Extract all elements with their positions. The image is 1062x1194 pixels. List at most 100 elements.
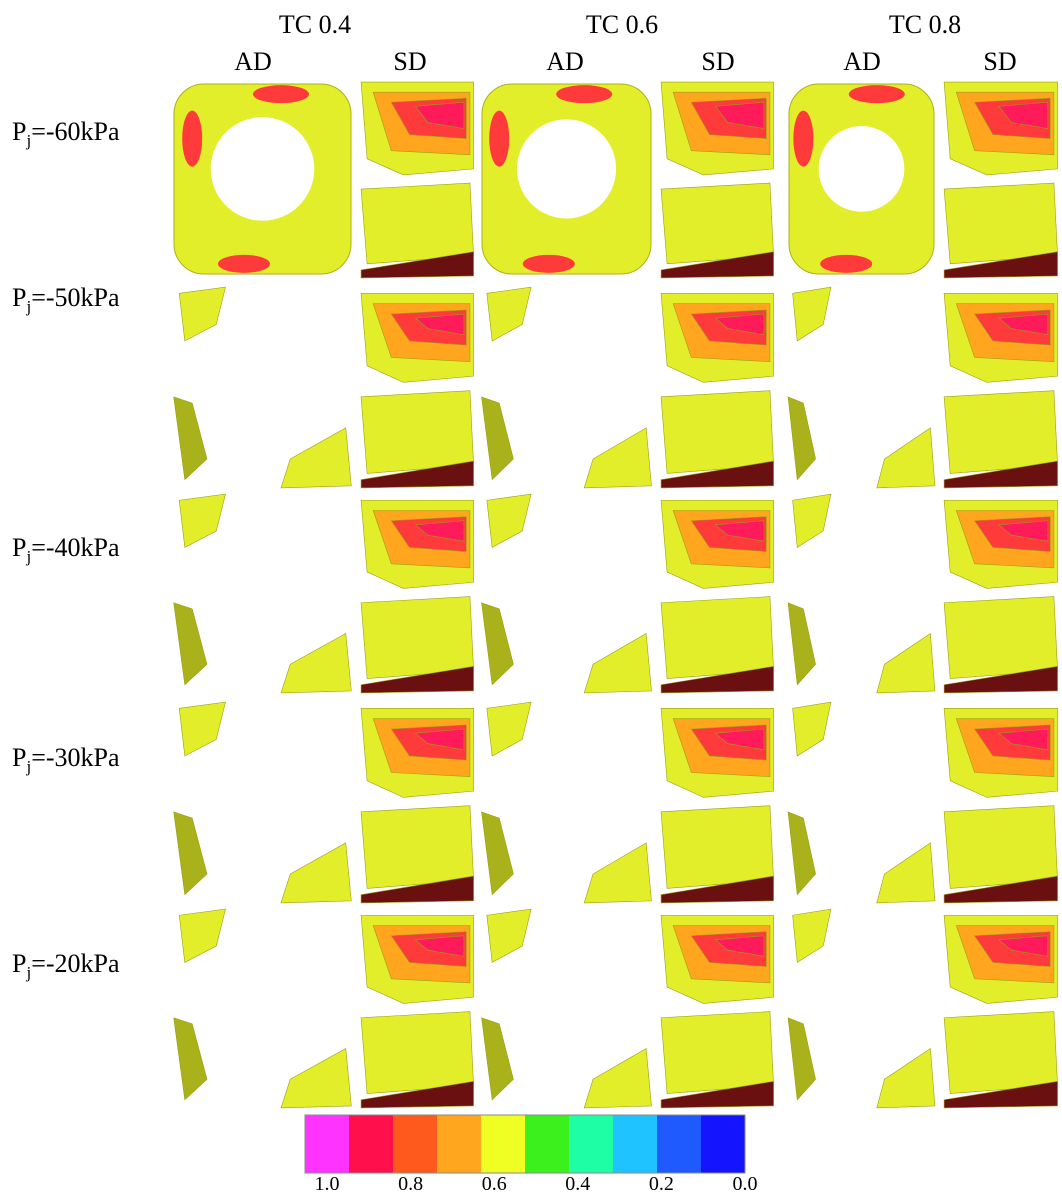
column-group-title: TC 0.4 bbox=[279, 10, 351, 39]
contour-blob bbox=[218, 255, 270, 273]
contour-blob bbox=[661, 806, 774, 889]
contour-blob bbox=[877, 634, 935, 693]
contour-blob bbox=[281, 428, 351, 488]
contour-blob bbox=[877, 843, 935, 903]
contour-blob bbox=[584, 634, 651, 693]
colorbar-segment bbox=[525, 1115, 570, 1173]
contour-blob bbox=[174, 603, 207, 685]
contour-blob bbox=[482, 812, 514, 895]
contour-blob bbox=[877, 428, 935, 488]
colorbar-segment bbox=[349, 1115, 394, 1173]
colorbar-tick-label: 0.4 bbox=[565, 1173, 590, 1194]
contour-blob bbox=[661, 1012, 774, 1094]
contour-blob bbox=[482, 1018, 514, 1100]
column-group-title: TC 0.6 bbox=[586, 10, 658, 39]
row-label-base: P bbox=[12, 743, 26, 772]
contour-blob bbox=[788, 603, 816, 685]
column-title: SD bbox=[701, 47, 734, 76]
contour-blob bbox=[944, 391, 1057, 474]
contour-blob bbox=[944, 1012, 1057, 1094]
row-label-base: P bbox=[12, 533, 26, 562]
colorbar-segment bbox=[701, 1115, 746, 1173]
contour-blob bbox=[793, 494, 831, 547]
hole bbox=[517, 119, 616, 218]
colorbar-segment bbox=[437, 1115, 482, 1173]
contour-blob bbox=[361, 806, 474, 889]
column-title: AD bbox=[843, 47, 881, 76]
contour-blob bbox=[179, 702, 225, 756]
contour-blob bbox=[584, 428, 651, 488]
contour-blob bbox=[361, 597, 474, 679]
contour-blob bbox=[281, 843, 351, 903]
contour-blob bbox=[253, 85, 309, 103]
contour-blob bbox=[487, 909, 531, 962]
colorbar-segment bbox=[481, 1115, 526, 1173]
contour-blob bbox=[174, 1018, 207, 1100]
contour-blob bbox=[820, 255, 872, 273]
contour-blob bbox=[944, 183, 1057, 264]
row-label: Pj=-20kPa bbox=[12, 949, 120, 982]
contour-blob bbox=[788, 397, 816, 480]
row-label-base: P bbox=[12, 949, 26, 978]
row-label: Pj=-40kPa bbox=[12, 533, 120, 566]
contour-blob bbox=[944, 806, 1057, 889]
contour-blob bbox=[584, 1049, 651, 1108]
row-label-rest: =-60kPa bbox=[31, 117, 120, 146]
hole bbox=[819, 126, 905, 212]
colorbar-tick-label: 0.0 bbox=[733, 1173, 758, 1194]
contour-blob bbox=[793, 909, 831, 962]
colorbar-segment bbox=[569, 1115, 614, 1173]
contour-blob bbox=[877, 1049, 935, 1108]
colorbar-segment bbox=[613, 1115, 658, 1173]
colorbar-tick-label: 0.2 bbox=[649, 1173, 674, 1194]
column-title: SD bbox=[393, 47, 426, 76]
colorbar-segment bbox=[305, 1115, 350, 1173]
colorbar-segment bbox=[393, 1115, 438, 1173]
contour-blob bbox=[788, 812, 816, 895]
row-label-rest: =-50kPa bbox=[31, 283, 120, 312]
contour-blob bbox=[482, 397, 514, 480]
contour-blob bbox=[849, 85, 905, 103]
contour-blob bbox=[487, 702, 531, 756]
contour-blob bbox=[944, 597, 1057, 679]
row-label-rest: =-40kPa bbox=[31, 533, 120, 562]
contour-blob bbox=[179, 494, 225, 547]
contour-blob bbox=[661, 183, 774, 264]
row-label-rest: =-20kPa bbox=[31, 949, 120, 978]
contour-blob bbox=[482, 603, 514, 685]
contour-blob bbox=[174, 812, 207, 895]
colorbar-tick-label: 1.0 bbox=[315, 1173, 340, 1194]
colorbar-tick-label: 0.8 bbox=[398, 1173, 423, 1194]
contour-blob bbox=[179, 909, 225, 962]
contour-blob bbox=[487, 287, 531, 341]
contour-blob bbox=[361, 1012, 474, 1094]
colorbar-tick-label: 0.6 bbox=[482, 1173, 507, 1194]
contour-blob bbox=[556, 85, 612, 103]
figure: TC 0.4ADSDTC 0.6ADSDTC 0.8ADSDPj=-60kPaP… bbox=[0, 0, 1062, 1194]
contour-blob bbox=[179, 287, 225, 341]
contour-blob bbox=[793, 287, 831, 341]
row-label-base: P bbox=[12, 283, 26, 312]
contour-blob bbox=[523, 255, 575, 273]
row-label-base: P bbox=[12, 117, 26, 146]
contour-blob bbox=[182, 111, 202, 167]
row-label: Pj=-50kPa bbox=[12, 283, 120, 316]
column-group-title: TC 0.8 bbox=[889, 10, 961, 39]
contour-blob bbox=[584, 843, 651, 903]
contour-blob bbox=[793, 111, 813, 167]
contour-blob bbox=[361, 183, 474, 264]
contour-blob bbox=[281, 1049, 351, 1108]
row-label: Pj=-30kPa bbox=[12, 743, 120, 776]
contour-blob bbox=[793, 702, 831, 756]
hole bbox=[211, 117, 315, 221]
contour-blob bbox=[489, 111, 509, 167]
contour-blob bbox=[788, 1018, 816, 1100]
contour-blob bbox=[661, 391, 774, 474]
contour-blob bbox=[361, 391, 474, 474]
page: { "column_groups": [ {"title": "TC 0.4",… bbox=[0, 0, 1062, 1194]
contour-blob bbox=[281, 634, 351, 693]
column-title: AD bbox=[234, 47, 272, 76]
contour-blob bbox=[174, 397, 207, 480]
colorbar-segment bbox=[657, 1115, 702, 1173]
row-label: Pj=-60kPa bbox=[12, 117, 120, 150]
